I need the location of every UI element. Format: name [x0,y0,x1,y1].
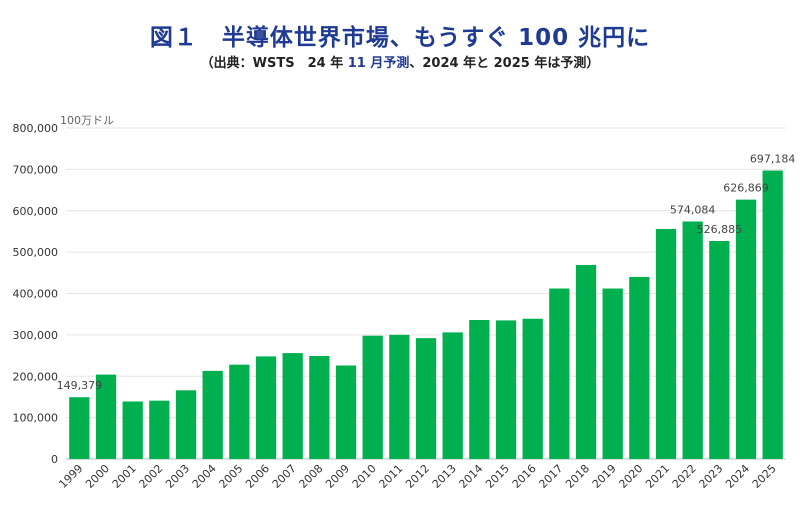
bar-2011 [389,334,410,459]
x-tick-label: 2019 [590,462,619,491]
x-tick-label: 2022 [670,462,699,491]
y-tick-label: 600,000 [13,205,59,218]
y-tick-label: 100,000 [13,412,59,425]
bar-2006 [255,356,277,459]
x-tick-label: 2011 [376,462,405,491]
x-tick-label: 2016 [510,462,539,491]
bar-2015 [495,320,517,459]
chart-title: 図１ 半導体世界市場、もうすぐ 100 兆円に [149,25,651,51]
x-tick-label: 2006 [243,462,272,491]
x-tick-label: 2014 [456,462,485,491]
subtitle-highlight: 11 月予測 [347,56,410,71]
x-tick-label: 2001 [110,462,139,491]
x-tick-label: 2013 [430,462,459,491]
x-tick-label: 2009 [323,462,352,491]
bar-2000 [95,374,117,459]
x-tick-label: 2024 [723,462,752,491]
x-tick-label: 2017 [536,462,565,491]
x-tick-label: 2000 [83,462,112,491]
bar-1999 [69,397,90,459]
bar-2013 [442,332,463,459]
bar-2018 [575,264,597,459]
x-tick-label: 2020 [616,462,645,491]
y-tick-label: 400,000 [13,288,59,301]
x-axis: 1999200020012002200320042005200620072008… [56,462,778,491]
data-labels: 149,379 574,084 526,885 626,869 697,184 [57,153,796,393]
y-axis: 0 100,000 200,000 300,000 400,000 500,000 600,… [13,122,59,466]
x-tick-label: 2021 [643,462,672,491]
bar-2016 [522,318,543,459]
x-tick-label: 2008 [296,462,325,491]
x-tick-label: 2010 [350,462,379,491]
y-tick-label: 800,000 [13,122,59,135]
x-tick-label: 2012 [403,462,432,491]
x-tick-label: 2025 [750,462,779,491]
bar-2004 [202,370,223,459]
bar-2001 [122,401,143,459]
x-tick-label: 2005 [216,462,245,491]
bar-2002 [149,400,170,459]
bar-2021 [655,228,677,459]
x-tick-label: 2002 [136,462,165,491]
bar-2022 [682,221,703,459]
y-tick-label: 300,000 [13,329,59,342]
bar-2012 [415,338,437,459]
bar-2003 [175,390,197,459]
x-tick-label: 2023 [696,462,725,491]
x-tick-label: 2003 [163,462,192,491]
y-tick-label: 500,000 [13,246,59,259]
bar-2010 [362,335,383,459]
bar-2014 [469,319,490,459]
x-tick-label: 2018 [563,462,592,491]
data-label: 574,084 [670,203,716,216]
bar-2009 [335,365,357,459]
bar-2024 [735,199,757,460]
x-tick-label: 2004 [190,462,219,491]
data-label: 697,184 [750,153,796,166]
bar-2007 [282,353,303,459]
y-tick-label: 200,000 [13,370,59,383]
x-tick-label: 2007 [270,462,299,491]
bar-2025 [762,170,783,460]
bar-2019 [602,288,623,459]
subtitle-part2: 、2024 年と 2025 年は予測） [409,56,600,71]
bar-2020 [629,276,650,459]
data-label: 626,869 [723,182,769,195]
bar-2005 [229,364,250,459]
subtitle-part1: （出典：WSTS 24 年 [200,56,348,71]
data-label: 526,885 [697,223,743,236]
x-tick-label: 1999 [56,462,85,491]
x-tick-label: 2015 [483,462,512,491]
data-label: 149,379 [57,379,103,392]
bar-2008 [309,355,330,459]
bars [69,170,783,460]
bar-2023 [709,241,730,459]
y-unit-label: 100万ドル [60,114,114,127]
y-tick-label: 0 [51,453,58,466]
chart-subtitle: （出典：WSTS 24 年 11 月予測、2024 年と 2025 年は予測） [0,52,800,71]
y-tick-label: 700,000 [13,163,59,176]
bar-2017 [549,288,570,459]
